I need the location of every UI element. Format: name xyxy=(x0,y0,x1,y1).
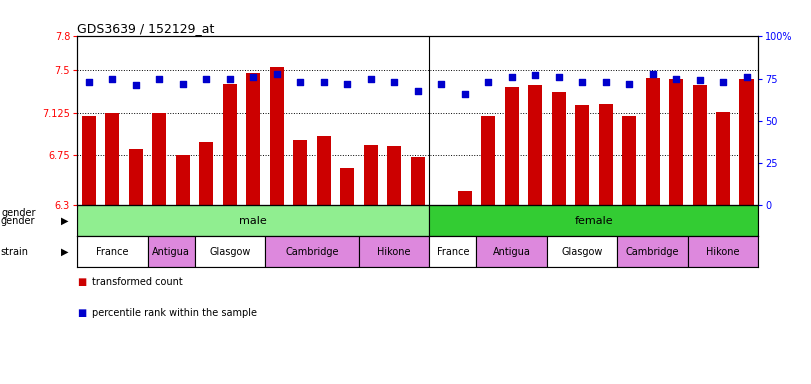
Point xyxy=(82,79,95,85)
Bar xyxy=(77,236,148,267)
Point xyxy=(341,81,354,87)
Point xyxy=(223,76,236,82)
Text: France: France xyxy=(96,247,128,257)
Text: strain: strain xyxy=(1,247,29,257)
Point xyxy=(646,71,659,77)
Text: Hikone: Hikone xyxy=(706,247,740,257)
Point xyxy=(388,79,401,85)
Point xyxy=(247,74,260,80)
Point xyxy=(317,79,330,85)
Text: France: France xyxy=(436,247,469,257)
Point xyxy=(105,76,118,82)
Text: ■: ■ xyxy=(77,308,86,318)
Point xyxy=(740,74,753,80)
Text: Glasgow: Glasgow xyxy=(561,247,603,257)
Bar xyxy=(340,168,354,205)
Text: ▶: ▶ xyxy=(62,247,69,257)
Text: Antigua: Antigua xyxy=(493,247,530,257)
Bar xyxy=(293,140,307,205)
Text: Hikone: Hikone xyxy=(377,247,411,257)
Bar xyxy=(223,84,237,205)
Bar xyxy=(82,116,96,205)
Point xyxy=(152,76,165,82)
Point xyxy=(411,88,424,94)
Text: male: male xyxy=(239,216,267,226)
Text: ▶: ▶ xyxy=(62,216,69,226)
Bar xyxy=(247,73,260,205)
Point xyxy=(294,79,307,85)
Text: gender: gender xyxy=(1,216,36,226)
Bar xyxy=(740,79,753,205)
Point xyxy=(576,79,589,85)
Bar xyxy=(528,85,543,205)
Bar xyxy=(476,236,547,267)
Point xyxy=(599,79,612,85)
Bar xyxy=(77,205,429,236)
Point xyxy=(693,77,706,83)
Bar xyxy=(481,116,496,205)
Bar xyxy=(316,136,331,205)
Bar xyxy=(669,79,683,205)
Bar xyxy=(688,236,758,267)
Bar xyxy=(622,116,636,205)
Point xyxy=(129,83,142,89)
Bar xyxy=(599,104,612,205)
Text: Cambridge: Cambridge xyxy=(626,247,680,257)
Bar xyxy=(200,142,213,205)
Bar xyxy=(270,67,284,205)
Bar xyxy=(195,236,265,267)
Text: ■: ■ xyxy=(77,277,86,287)
Bar xyxy=(359,236,429,267)
Text: Antigua: Antigua xyxy=(152,247,190,257)
Point xyxy=(200,76,212,82)
Bar xyxy=(148,236,195,267)
Bar xyxy=(575,105,589,205)
Point xyxy=(176,81,189,87)
Bar xyxy=(265,236,359,267)
Bar xyxy=(105,113,119,205)
Bar xyxy=(693,85,706,205)
Bar xyxy=(152,113,166,205)
Bar xyxy=(547,236,617,267)
Text: gender: gender xyxy=(2,208,36,218)
Point xyxy=(435,81,448,87)
Bar xyxy=(716,112,730,205)
Bar xyxy=(504,87,519,205)
Bar xyxy=(176,155,190,205)
Point xyxy=(505,74,518,80)
Point xyxy=(482,79,495,85)
Text: percentile rank within the sample: percentile rank within the sample xyxy=(92,308,256,318)
Bar xyxy=(457,191,472,205)
Bar xyxy=(646,78,659,205)
Text: transformed count: transformed count xyxy=(92,277,182,287)
Point xyxy=(458,91,471,97)
Point xyxy=(623,81,636,87)
Point xyxy=(552,74,565,80)
Bar xyxy=(429,236,476,267)
Bar xyxy=(363,145,378,205)
Bar xyxy=(387,146,401,205)
Point xyxy=(364,76,377,82)
Bar xyxy=(429,205,758,236)
Text: GDS3639 / 152129_at: GDS3639 / 152129_at xyxy=(77,22,214,35)
Text: Cambridge: Cambridge xyxy=(285,247,339,257)
Point xyxy=(717,79,730,85)
Point xyxy=(529,72,542,78)
Bar xyxy=(551,92,565,205)
Text: female: female xyxy=(574,216,613,226)
Point xyxy=(270,71,283,77)
Text: Glasgow: Glasgow xyxy=(209,247,251,257)
Bar xyxy=(617,236,688,267)
Point xyxy=(670,76,683,82)
Bar xyxy=(129,149,143,205)
Bar xyxy=(410,157,425,205)
